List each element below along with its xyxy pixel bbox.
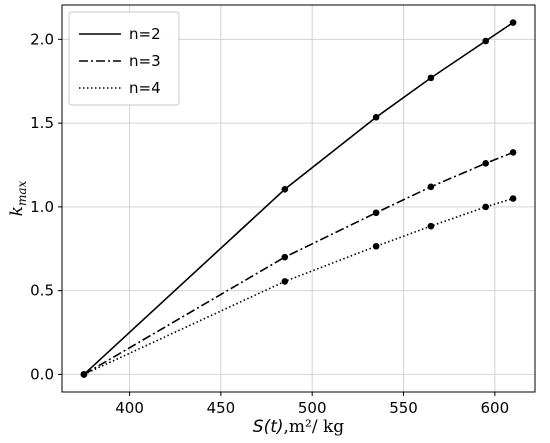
data-point — [427, 222, 435, 230]
data-point — [482, 160, 489, 167]
data-point — [482, 37, 489, 45]
y-tick-label: 2.0 — [30, 30, 54, 48]
data-point — [281, 253, 289, 261]
x-tick-label: 550 — [389, 399, 418, 417]
data-point — [372, 209, 380, 217]
x-tick-label: 400 — [115, 399, 144, 417]
legend-box — [68, 11, 180, 106]
data-points — [80, 19, 517, 378]
x-tick-label: 450 — [207, 399, 236, 417]
x-ticks: 400 450 500 550 600 — [115, 392, 509, 417]
x-axis-label-italic: S(t) — [253, 417, 284, 437]
data-point — [80, 371, 88, 378]
data-point — [281, 185, 289, 193]
x-tick-label: 600 — [481, 399, 510, 417]
grid — [62, 5, 535, 392]
data-point — [509, 19, 517, 26]
data-point — [281, 278, 289, 285]
series-lines — [83, 21, 514, 376]
y-ticks: 0.0 0.5 1.0 1.5 2.0 — [30, 30, 62, 383]
y-axis-label: kmax — [7, 180, 29, 216]
y-tick-label: 0.0 — [30, 365, 54, 383]
data-point — [482, 203, 489, 211]
legend-label: n=4 — [129, 79, 161, 97]
data-point — [427, 74, 435, 82]
x-axis-label: S(t),m²/ kg — [253, 417, 345, 437]
y-tick-label: 1.0 — [30, 198, 54, 216]
series-line-n=3 — [83, 151, 514, 376]
x-axis-label-units: ,m²/ kg — [284, 417, 345, 437]
legend: n=2 n=3 n=4 — [68, 11, 180, 106]
y-tick-label: 1.5 — [30, 114, 54, 132]
data-point — [372, 113, 380, 121]
y-axis-label-sub: max — [15, 180, 29, 206]
series-line-n=2 — [83, 21, 514, 375]
data-point — [427, 183, 435, 191]
data-point — [509, 149, 517, 156]
y-axis-label-base: k — [7, 206, 27, 216]
y-tick-label: 0.5 — [30, 282, 54, 300]
x-tick-label: 500 — [298, 399, 327, 417]
series-line-n=4 — [83, 197, 514, 376]
legend-label: n=3 — [129, 52, 161, 70]
plot-frame — [61, 4, 536, 393]
legend-label: n=2 — [129, 25, 161, 43]
data-point — [372, 242, 380, 250]
data-point — [509, 195, 517, 202]
